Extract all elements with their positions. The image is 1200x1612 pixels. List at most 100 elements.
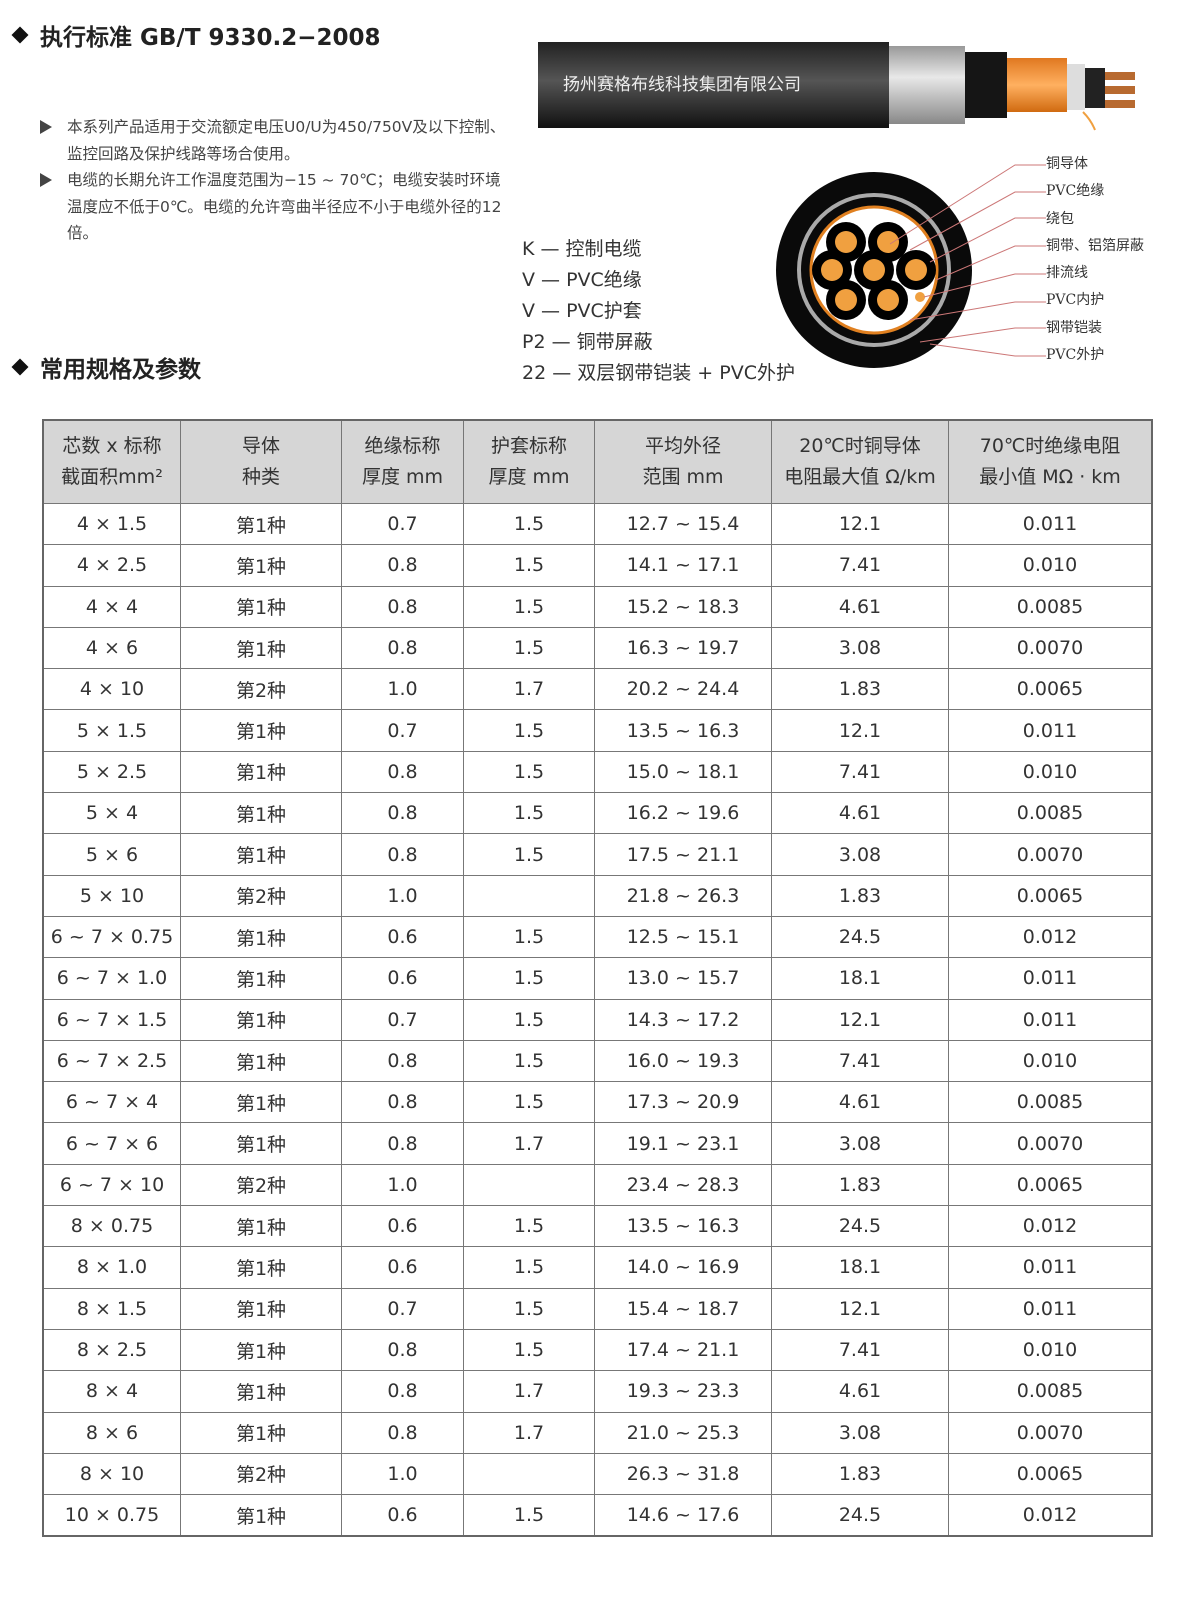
table-cell: 第1种 (180, 792, 342, 835)
description-list: 本系列产品适用于交流额定电压U0/U为450/750V及以下控制、监控回路及保护… (40, 114, 510, 247)
diamond-icon (11, 358, 29, 376)
table-row: 8 × 2.5 第1种 0.8 1.5 17.4 ~ 21.1 7.41 0.010 (42, 1328, 1153, 1372)
table-cell: 4.61 (771, 1370, 949, 1413)
table-row: 4 × 1.5 第1种 0.7 1.5 12.7 ~ 15.4 12.1 0.011 (42, 502, 1153, 546)
cable-cross-section (776, 164, 1046, 368)
table-row: 4 × 2.5 第1种 0.8 1.5 14.1 ~ 17.1 7.41 0.010 (42, 544, 1153, 587)
table-cell: 0.6 (341, 1494, 464, 1537)
model-code-legend: K — 控制电缆 V — PVC绝缘 V — PVC护套 P2 — 铜带屏蔽 2… (522, 234, 795, 389)
column-header: 护套标称 厚度 mm (463, 419, 595, 504)
table-cell: 0.0085 (948, 1370, 1153, 1413)
cable-brand-text: 扬州赛格布线科技集团有限公司 (563, 75, 801, 95)
table-cell: 0.010 (948, 544, 1153, 587)
layer-label: PVC内护 (1046, 292, 1105, 309)
table-cell: 1.5 (463, 1205, 595, 1248)
spec-table: 芯数 x 标称 截面积mm² 导体 种类 绝缘标称 厚度 mm 护套标称 厚度 mm 平均外径范… (42, 419, 1153, 1538)
table-cell: 18.1 (771, 957, 949, 1000)
table-cell: 1.0 (341, 1163, 464, 1207)
table-cell: 1.5 (463, 792, 595, 835)
table-cell (463, 1163, 595, 1207)
table-cell: 3.08 (771, 626, 949, 670)
table-cell: 14.3 ~ 17.2 (594, 998, 772, 1041)
table-cell: 0.012 (948, 1205, 1153, 1248)
layer-label: 铜带、铝箔屏蔽 (1046, 237, 1144, 254)
table-cell: 0.0085 (948, 792, 1153, 835)
table-row: 5 × 2.5 第1种 0.8 1.5 15.0 ~ 18.1 7.41 0.010 (42, 750, 1153, 794)
triangle-bullet-icon (40, 173, 52, 187)
table-cell: 0.6 (341, 915, 464, 959)
table-cell: 4 × 6 (42, 626, 181, 670)
table-cell: 7.41 (771, 750, 949, 794)
table-cell: 6 ~ 7 × 1.0 (42, 957, 181, 1000)
table-cell: 4.61 (771, 1081, 949, 1124)
table-cell: 1.5 (463, 957, 595, 1000)
table-cell: 0.0070 (948, 833, 1153, 876)
table-cell: 20.2 ~ 24.4 (594, 668, 772, 711)
table-cell: 第1种 (180, 915, 342, 959)
table-cell: 0.8 (341, 544, 464, 587)
table-cell: 1.5 (463, 585, 595, 628)
table-cell: 第1种 (180, 1081, 342, 1124)
table-row: 6 ~ 7 × 10 第2种 1.0 23.4 ~ 28.3 1.83 0.0065 (42, 1163, 1153, 1207)
table-cell: 0.0065 (948, 874, 1153, 917)
table-cell: 13.0 ~ 15.7 (594, 957, 772, 1000)
table-cell: 0.6 (341, 957, 464, 1000)
table-cell: 0.7 (341, 502, 464, 546)
table-cell: 8 × 1.0 (42, 1246, 181, 1289)
table-row: 5 × 4 第1种 0.8 1.5 16.2 ~ 19.6 4.61 0.0085 (42, 792, 1153, 835)
table-cell: 第2种 (180, 1452, 342, 1496)
triangle-bullet-icon (40, 120, 52, 134)
table-cell: 第2种 (180, 874, 342, 917)
table-cell: 0.010 (948, 1039, 1153, 1083)
column-header: 20℃时铜导体 电阻最大值 Ω/km (771, 419, 949, 504)
code-item: K — 控制电缆 (522, 238, 642, 260)
table-cell: 第2种 (180, 1163, 342, 1207)
table-cell: 1.0 (341, 668, 464, 711)
table-cell: 1.5 (463, 998, 595, 1041)
column-header-line: 导体 (241, 435, 280, 457)
column-header-line: 20℃时铜导体 (799, 435, 921, 457)
table-cell: 12.1 (771, 1287, 949, 1330)
table-cell: 8 × 4 (42, 1370, 181, 1413)
code-item: V — PVC绝缘 (522, 269, 642, 291)
table-cell: 0.011 (948, 998, 1153, 1041)
table-cell: 第1种 (180, 1370, 342, 1413)
table-cell: 1.5 (463, 709, 595, 752)
table-cell: 4 × 2.5 (42, 544, 181, 587)
layer-label: 绕包 (1046, 210, 1074, 227)
table-cell: 13.5 ~ 16.3 (594, 709, 772, 752)
table-cell: 7.41 (771, 1328, 949, 1372)
table-cell: 0.6 (341, 1205, 464, 1248)
table-cell: 0.8 (341, 750, 464, 794)
table-cell: 第1种 (180, 1122, 342, 1165)
table-cell: 0.0065 (948, 1452, 1153, 1496)
table-cell: 3.08 (771, 833, 949, 876)
table-cell: 第1种 (180, 1246, 342, 1289)
table-cell: 1.83 (771, 1452, 949, 1496)
table-cell (463, 1452, 595, 1496)
table-cell: 15.2 ~ 18.3 (594, 585, 772, 628)
column-header: 70℃时绝缘电阻 最小值 MΩ · km (948, 419, 1153, 504)
bullet-item: 本系列产品适用于交流额定电压U0/U为450/750V及以下控制、监控回路及保护… (40, 114, 510, 167)
table-cell: 1.5 (463, 1287, 595, 1330)
table-cell: 24.5 (771, 1494, 949, 1537)
code-item: 22 — 双层钢带铠装 + PVC外护 (522, 362, 795, 384)
table-cell: 第1种 (180, 833, 342, 876)
table-cell: 第1种 (180, 1328, 342, 1372)
table-cell: 18.1 (771, 1246, 949, 1289)
table-cell: 0.8 (341, 1328, 464, 1372)
table-cell: 8 × 6 (42, 1411, 181, 1454)
table-cell: 第1种 (180, 1205, 342, 1248)
cable-side-illustration (538, 42, 1135, 131)
table-cell: 0.8 (341, 833, 464, 876)
table-cell: 0.010 (948, 750, 1153, 794)
table-cell: 4 × 10 (42, 668, 181, 711)
column-header-line: 护套标称 (490, 435, 567, 457)
table-cell: 4.61 (771, 792, 949, 835)
table-header-row: 芯数 x 标称 截面积mm² 导体 种类 绝缘标称 厚度 mm 护套标称 厚度 mm 平均外径范… (42, 419, 1153, 504)
table-cell: 6 ~ 7 × 6 (42, 1122, 181, 1165)
table-cell: 1.7 (463, 1122, 595, 1165)
table-cell: 0.8 (341, 1081, 464, 1124)
table-cell: 15.4 ~ 18.7 (594, 1287, 772, 1330)
table-cell: 3.08 (771, 1411, 949, 1454)
